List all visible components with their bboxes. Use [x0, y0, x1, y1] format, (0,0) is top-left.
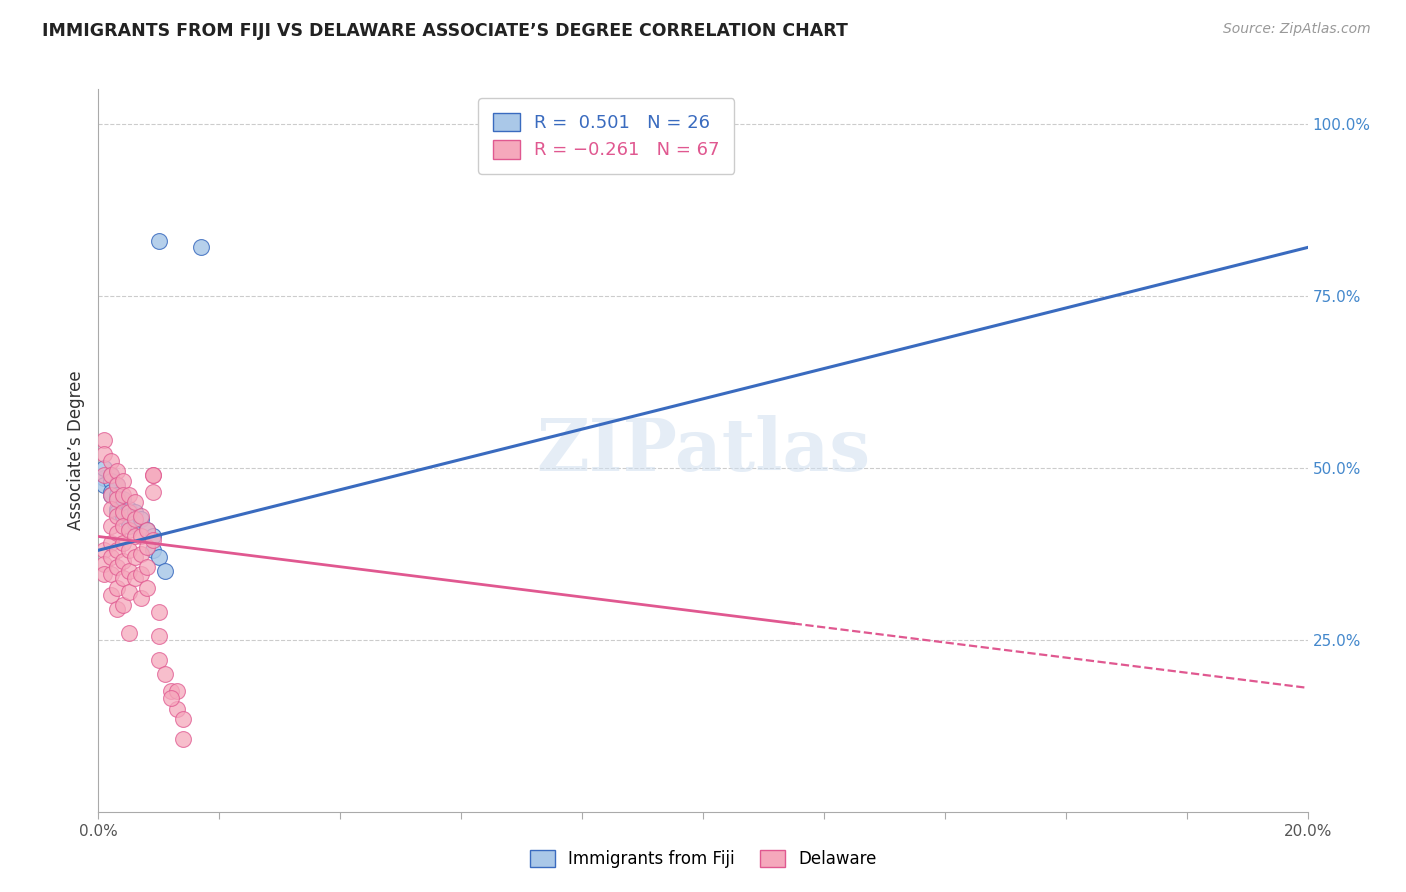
Point — [124, 550, 146, 565]
Point — [142, 529, 165, 543]
Point — [111, 488, 134, 502]
Point — [100, 475, 122, 489]
Point — [142, 484, 165, 499]
Point — [93, 460, 115, 475]
Point — [100, 502, 122, 516]
Point — [148, 653, 170, 667]
Point — [172, 712, 194, 726]
Point — [100, 567, 122, 582]
Point — [135, 581, 157, 595]
Point — [118, 523, 141, 537]
Point — [118, 519, 141, 533]
Legend: Immigrants from Fiji, Delaware: Immigrants from Fiji, Delaware — [523, 843, 883, 875]
Point — [148, 629, 170, 643]
Point — [105, 464, 128, 478]
Point — [105, 505, 128, 519]
Point — [129, 512, 152, 526]
Point — [100, 588, 122, 602]
Point — [100, 536, 122, 550]
Point — [160, 684, 183, 698]
Point — [135, 523, 157, 537]
Point — [142, 467, 165, 482]
Legend: R =  0.501   N = 26, R = −0.261   N = 67: R = 0.501 N = 26, R = −0.261 N = 67 — [478, 98, 734, 174]
Point — [93, 478, 115, 492]
Point — [118, 564, 141, 578]
Point — [105, 601, 128, 615]
Point — [118, 584, 141, 599]
Point — [100, 550, 122, 565]
Point — [124, 529, 146, 543]
Point — [105, 491, 128, 506]
Point — [105, 478, 128, 492]
Point — [100, 467, 122, 482]
Point — [142, 533, 165, 547]
Point — [160, 691, 183, 706]
Point — [111, 599, 134, 613]
Point — [129, 567, 152, 582]
Point — [172, 732, 194, 747]
Point — [93, 557, 115, 571]
Point — [118, 543, 141, 558]
Point — [111, 536, 134, 550]
Point — [93, 467, 115, 482]
Point — [111, 508, 134, 523]
Point — [148, 234, 170, 248]
Point — [93, 543, 115, 558]
Point — [111, 553, 134, 567]
Point — [166, 701, 188, 715]
Point — [111, 475, 134, 489]
Point — [105, 543, 128, 558]
Point — [111, 491, 134, 506]
Point — [105, 508, 128, 523]
Point — [100, 467, 122, 482]
Point — [100, 488, 122, 502]
Point — [153, 564, 176, 578]
Point — [148, 605, 170, 619]
Text: Source: ZipAtlas.com: Source: ZipAtlas.com — [1223, 22, 1371, 37]
Point — [93, 447, 115, 461]
Text: ZIPatlas: ZIPatlas — [536, 415, 870, 486]
Point — [93, 567, 115, 582]
Point — [105, 526, 128, 541]
Y-axis label: Associate’s Degree: Associate’s Degree — [66, 371, 84, 530]
Point — [129, 508, 152, 523]
Point — [100, 488, 122, 502]
Point — [124, 512, 146, 526]
Point — [135, 523, 157, 537]
Point — [105, 502, 128, 516]
Point — [111, 505, 134, 519]
Point — [153, 667, 176, 681]
Point — [135, 540, 157, 554]
Point — [105, 581, 128, 595]
Point — [118, 505, 141, 519]
Point — [111, 519, 134, 533]
Point — [118, 625, 141, 640]
Point — [124, 516, 146, 530]
Point — [93, 433, 115, 447]
Point — [100, 484, 122, 499]
Point — [100, 519, 122, 533]
Point — [190, 240, 212, 254]
Point — [111, 571, 134, 585]
Point — [129, 529, 152, 543]
Point — [118, 488, 141, 502]
Point — [124, 505, 146, 519]
Point — [105, 488, 128, 502]
Point — [166, 684, 188, 698]
Point — [129, 591, 152, 606]
Point — [142, 543, 165, 558]
Point — [100, 454, 122, 468]
Point — [124, 495, 146, 509]
Point — [148, 550, 170, 565]
Point — [135, 560, 157, 574]
Text: IMMIGRANTS FROM FIJI VS DELAWARE ASSOCIATE’S DEGREE CORRELATION CHART: IMMIGRANTS FROM FIJI VS DELAWARE ASSOCIA… — [42, 22, 848, 40]
Point — [124, 571, 146, 585]
Point — [129, 547, 152, 561]
Point — [105, 478, 128, 492]
Point — [142, 467, 165, 482]
Point — [105, 560, 128, 574]
Point — [118, 502, 141, 516]
Point — [118, 508, 141, 523]
Point — [93, 471, 115, 485]
